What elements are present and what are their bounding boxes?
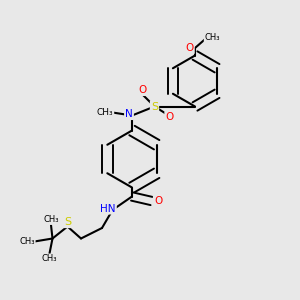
Text: CH₃: CH₃	[19, 237, 35, 246]
Text: CH₃: CH₃	[42, 254, 57, 263]
Text: O: O	[185, 43, 194, 53]
Text: HN: HN	[100, 203, 116, 214]
Text: O: O	[138, 85, 147, 95]
Text: CH₃: CH₃	[43, 215, 59, 224]
Text: O: O	[165, 112, 174, 122]
Text: CH₃: CH₃	[97, 108, 113, 117]
Text: O: O	[154, 196, 162, 206]
Text: S: S	[151, 101, 158, 112]
Text: N: N	[125, 109, 133, 119]
Text: CH₃: CH₃	[205, 33, 220, 42]
Text: S: S	[64, 217, 71, 227]
